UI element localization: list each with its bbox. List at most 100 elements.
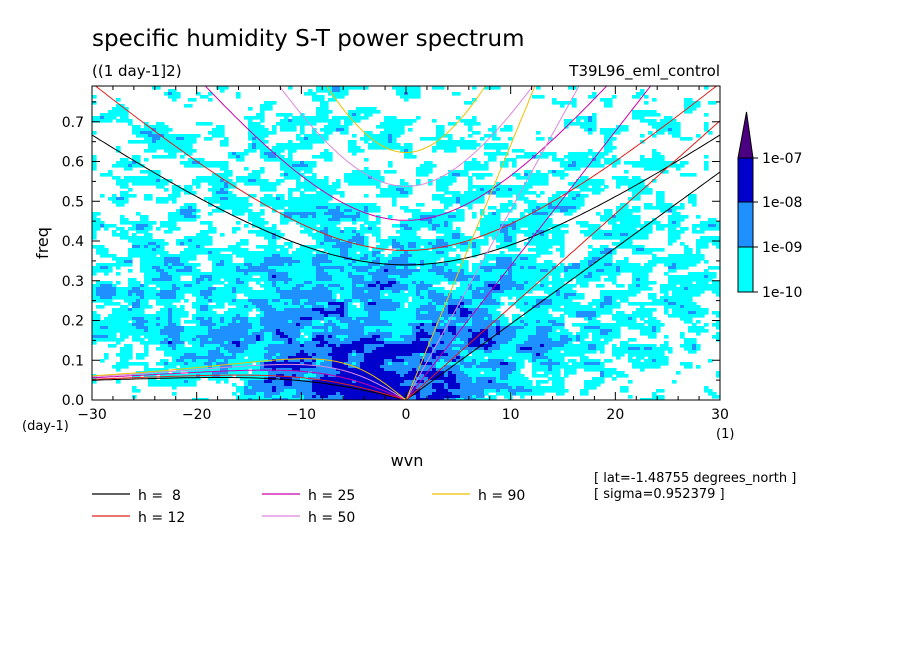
heatmap-cell bbox=[260, 143, 265, 147]
heatmap-cell bbox=[520, 278, 525, 282]
heatmap-cell bbox=[368, 269, 373, 273]
heatmap-cell bbox=[460, 173, 465, 177]
heatmap-cell bbox=[592, 248, 597, 252]
heatmap-cell bbox=[404, 278, 409, 282]
heatmap-cell bbox=[288, 209, 293, 213]
heatmap-cell bbox=[328, 248, 333, 252]
heatmap-cell bbox=[320, 239, 325, 243]
heatmap-cell bbox=[220, 209, 225, 213]
heatmap-cell bbox=[620, 212, 625, 216]
heatmap-cell bbox=[300, 185, 305, 189]
heatmap-cell bbox=[324, 119, 329, 123]
heatmap-cell bbox=[592, 128, 597, 132]
heatmap-cell bbox=[668, 218, 673, 222]
heatmap-cell bbox=[460, 248, 465, 252]
heatmap-cell bbox=[352, 269, 357, 273]
heatmap-cell bbox=[352, 203, 357, 207]
heatmap-cell bbox=[704, 164, 709, 168]
heatmap-cell bbox=[596, 269, 601, 273]
heatmap-cell bbox=[652, 281, 657, 285]
heatmap-cell bbox=[412, 275, 417, 279]
heatmap-cell bbox=[372, 137, 377, 141]
heatmap-cell bbox=[476, 242, 481, 246]
heatmap-cell bbox=[676, 128, 681, 132]
heatmap-cell bbox=[512, 239, 517, 243]
heatmap-cell bbox=[328, 218, 333, 222]
heatmap-cell bbox=[192, 215, 197, 219]
heatmap-cell bbox=[284, 269, 289, 273]
heatmap-cell bbox=[604, 128, 609, 132]
heatmap-cell bbox=[368, 251, 373, 255]
heatmap-cell bbox=[596, 236, 601, 240]
heatmap-cell bbox=[340, 272, 345, 276]
heatmap-cell bbox=[136, 230, 141, 234]
heatmap-cell bbox=[504, 257, 509, 261]
heatmap-cell bbox=[428, 287, 433, 291]
heatmap-cell bbox=[392, 254, 397, 258]
heatmap-cell bbox=[292, 266, 297, 270]
heatmap-cell bbox=[356, 278, 361, 282]
heatmap-cell bbox=[288, 284, 293, 288]
heatmap-cell bbox=[372, 140, 377, 144]
heatmap-cell bbox=[544, 281, 549, 285]
heatmap-cell bbox=[284, 275, 289, 279]
heatmap-cell bbox=[672, 239, 677, 243]
heatmap-cell bbox=[624, 233, 629, 237]
heatmap-cell bbox=[332, 212, 337, 216]
heatmap-cell bbox=[136, 158, 141, 162]
heatmap-cell bbox=[232, 263, 237, 267]
heatmap-cell bbox=[372, 278, 377, 282]
heatmap-cell bbox=[112, 284, 117, 288]
heatmap-cell bbox=[320, 272, 325, 276]
heatmap-cell bbox=[268, 257, 273, 261]
heatmap-cell bbox=[220, 266, 225, 270]
heatmap-cell bbox=[360, 116, 365, 120]
heatmap-cell bbox=[232, 227, 237, 231]
heatmap-cell bbox=[208, 176, 213, 180]
heatmap-cell bbox=[304, 278, 309, 282]
heatmap-cell bbox=[704, 272, 709, 276]
heatmap-cell bbox=[604, 245, 609, 249]
heatmap-cell bbox=[508, 263, 513, 267]
heatmap-cell bbox=[160, 260, 165, 264]
heatmap-cell bbox=[648, 206, 653, 210]
heatmap-cell bbox=[480, 269, 485, 273]
heatmap-cell bbox=[260, 218, 265, 222]
heatmap-cell bbox=[296, 254, 301, 258]
heatmap-cell bbox=[164, 266, 169, 270]
heatmap-cell bbox=[436, 263, 441, 267]
heatmap-cell bbox=[444, 206, 449, 210]
heatmap-cell bbox=[452, 233, 457, 237]
heatmap-cell bbox=[500, 206, 505, 210]
heatmap-cell bbox=[176, 239, 181, 243]
heatmap-cell bbox=[288, 125, 293, 129]
heatmap-cell bbox=[712, 218, 717, 222]
heatmap-cell bbox=[580, 200, 585, 204]
heatmap-cell bbox=[536, 215, 541, 219]
heatmap-cell bbox=[324, 188, 329, 192]
heatmap-cell bbox=[400, 122, 405, 126]
heatmap-cell bbox=[176, 278, 181, 282]
heatmap-cell bbox=[188, 146, 193, 150]
heatmap-cell bbox=[268, 245, 273, 249]
heatmap-cell bbox=[156, 155, 161, 159]
heatmap-cell bbox=[404, 95, 409, 99]
heatmap-cell bbox=[364, 221, 369, 225]
heatmap-cell bbox=[224, 188, 229, 192]
heatmap-cell bbox=[264, 275, 269, 279]
heatmap-cell bbox=[344, 215, 349, 219]
heatmap-cell bbox=[504, 209, 509, 213]
heatmap-cell bbox=[272, 209, 277, 213]
heatmap-cell bbox=[212, 281, 217, 285]
heatmap-cell bbox=[144, 230, 149, 234]
heatmap-cell bbox=[336, 239, 341, 243]
heatmap-cell bbox=[468, 236, 473, 240]
heatmap-cell bbox=[240, 284, 245, 288]
heatmap-cell bbox=[176, 209, 181, 213]
heatmap-cell bbox=[708, 236, 713, 240]
heatmap-cell bbox=[424, 272, 429, 276]
heatmap-cell bbox=[248, 287, 253, 291]
heatmap-cell bbox=[140, 263, 145, 267]
heatmap-cell bbox=[372, 284, 377, 288]
heatmap-cell bbox=[396, 89, 401, 93]
